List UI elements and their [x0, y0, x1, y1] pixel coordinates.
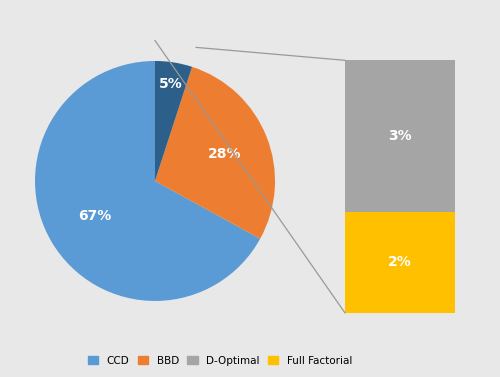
- Bar: [345, 60, 455, 212]
- Text: 28%: 28%: [208, 147, 241, 161]
- Legend: CCD, BBD, D-Optimal, Full Factorial: CCD, BBD, D-Optimal, Full Factorial: [84, 352, 356, 370]
- Wedge shape: [155, 61, 192, 181]
- Wedge shape: [155, 67, 275, 239]
- Text: 3%: 3%: [388, 129, 412, 143]
- Text: 67%: 67%: [78, 209, 112, 224]
- Wedge shape: [35, 61, 260, 301]
- Bar: [345, 212, 455, 313]
- Text: 2%: 2%: [388, 255, 412, 270]
- Text: 5%: 5%: [158, 77, 182, 91]
